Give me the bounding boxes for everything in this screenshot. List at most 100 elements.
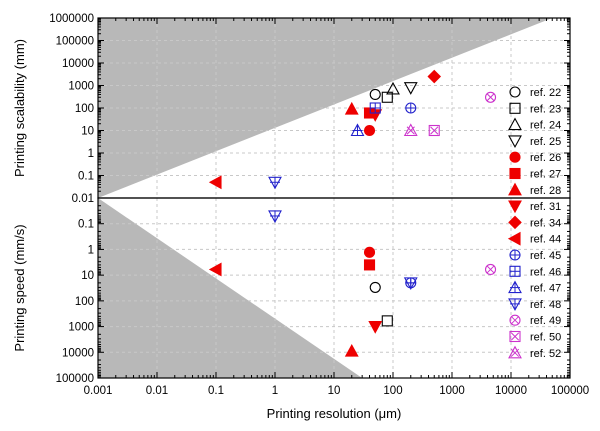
point-bottom-ref-48 (268, 210, 282, 224)
legend-label: ref. 50 (530, 332, 561, 344)
y-tick-label-bottom: 100000 (56, 373, 94, 385)
legend-entry: ref. 48 (508, 298, 561, 312)
marker-shape (508, 200, 522, 214)
shade-bottom (98, 198, 363, 378)
y-tick-label-bottom: 10000 (62, 347, 94, 359)
point-top-ref-34 (427, 69, 442, 84)
marker-shape (344, 101, 359, 115)
y-tick-label-top: 0.01 (72, 193, 94, 205)
legend-entry: ref. 31 (508, 200, 561, 214)
legend-label: ref. 24 (530, 120, 561, 132)
legend-marker (509, 86, 521, 98)
axis-ticks: 0.001 0.01 0.1 1 10 100 1000 10000 100000 0.01 0.1… (49, 13, 589, 397)
y-tick-label-top: 100 (75, 103, 94, 115)
marker-shape (381, 315, 393, 327)
x-tick-label: 100000 (551, 385, 589, 397)
y-tick-label-top: 10000 (62, 58, 94, 70)
legend-marker (507, 231, 521, 246)
legend-entry: ref. 50 (509, 330, 561, 344)
y-tick-label-bottom: 0.1 (78, 219, 94, 231)
y-tick-label-bottom: 1000 (68, 322, 94, 334)
marker-shape (208, 262, 222, 277)
marker-x-b (510, 332, 520, 341)
point-top-ref-22 (369, 88, 381, 101)
point-bottom-ref-31 (368, 321, 383, 334)
point-top-ref-47 (350, 123, 365, 137)
legend-marker (509, 249, 521, 261)
marker-x-b (486, 265, 495, 274)
marker-shape (508, 117, 522, 131)
legend-label: ref. 25 (530, 136, 561, 148)
legend-label: ref. 31 (530, 201, 561, 213)
legend-entry: ref. 45 (509, 249, 561, 262)
shaded-regions (98, 18, 553, 378)
legend-marker (508, 135, 522, 149)
y-tick-label-bottom: 1 (88, 244, 94, 256)
legend-entry: ref. 26 (509, 151, 561, 164)
legend-label: ref. 45 (530, 250, 561, 262)
legend-entry: ref. 23 (509, 102, 561, 115)
legend-label: ref. 26 (530, 152, 561, 164)
marker-x-b (510, 348, 520, 357)
legend-label: ref. 49 (530, 315, 561, 327)
legend-entry: ref. 28 (508, 182, 561, 197)
legend-label: ref. 48 (530, 299, 561, 311)
point-top-ref-26 (363, 124, 376, 137)
point-bottom-ref-28 (344, 343, 359, 357)
legend-marker (508, 298, 522, 312)
x-tick-label: 1 (272, 385, 278, 397)
point-bottom-ref-23 (381, 315, 393, 327)
legend-entry: ref. 49 (509, 314, 561, 327)
legend-marker (509, 330, 521, 343)
marker-x-b (430, 126, 439, 135)
marker-shape (508, 135, 522, 149)
marker-shape (509, 330, 521, 343)
marker-shape (508, 182, 522, 196)
marker-x-b (510, 316, 520, 325)
shade-top (98, 18, 553, 198)
legend-entry: ref. 24 (508, 117, 561, 132)
y-axis-title-bottom: Printing speed (mm/s) (12, 224, 27, 351)
marker-shape (363, 259, 376, 271)
x-tick-label: 10 (328, 385, 341, 397)
y-tick-label-bottom: 100 (75, 296, 94, 308)
marker-shape (363, 124, 376, 137)
x-tick-label: 0.01 (146, 385, 168, 397)
marker-shape (509, 102, 521, 114)
legend-marker (508, 200, 522, 214)
marker-shape (386, 81, 400, 95)
legend-entry: ref. 34 (508, 215, 561, 229)
x-tick-label: 10000 (495, 385, 527, 397)
marker-shape (208, 175, 222, 190)
marker-x-b (486, 93, 495, 102)
marker-shape (403, 82, 418, 95)
point-top-ref-28 (344, 101, 359, 115)
y-tick-label-top: 0.1 (78, 171, 94, 183)
point-top-ref-52 (403, 123, 418, 137)
point-bottom-ref-27 (363, 259, 376, 271)
legend-label: ref. 22 (530, 87, 561, 99)
y-tick-label-bottom: 10 (81, 270, 94, 282)
point-top-ref-44 (208, 175, 222, 190)
data-markers (208, 69, 497, 357)
point-top-ref-25 (403, 82, 418, 95)
marker-shape (344, 343, 359, 357)
point-top-ref-48 (268, 176, 282, 190)
marker-x-b (406, 126, 415, 135)
point-top-ref-45 (405, 102, 417, 114)
legend-marker (509, 151, 521, 163)
marker-shape (509, 86, 521, 98)
point-top-ref-23 (381, 91, 393, 103)
y-tick-label-top: 1000000 (49, 13, 94, 25)
marker-shape (428, 124, 440, 137)
legend-marker (508, 182, 522, 196)
x-tick-label: 0.001 (84, 385, 113, 397)
y-tick-label-top: 1000 (68, 81, 94, 93)
marker-shape (484, 263, 497, 275)
legend-label: ref. 52 (530, 348, 561, 360)
legend-entry: ref. 44 (507, 231, 561, 246)
legend: ref. 22 ref. 23 ref. 24 ref. 25 ref. 26 ref. … (507, 86, 561, 360)
x-tick-label: 0.1 (208, 385, 224, 397)
point-bottom-ref-44 (208, 262, 222, 277)
x-axis-title: Printing resolution (μm) (267, 406, 402, 421)
